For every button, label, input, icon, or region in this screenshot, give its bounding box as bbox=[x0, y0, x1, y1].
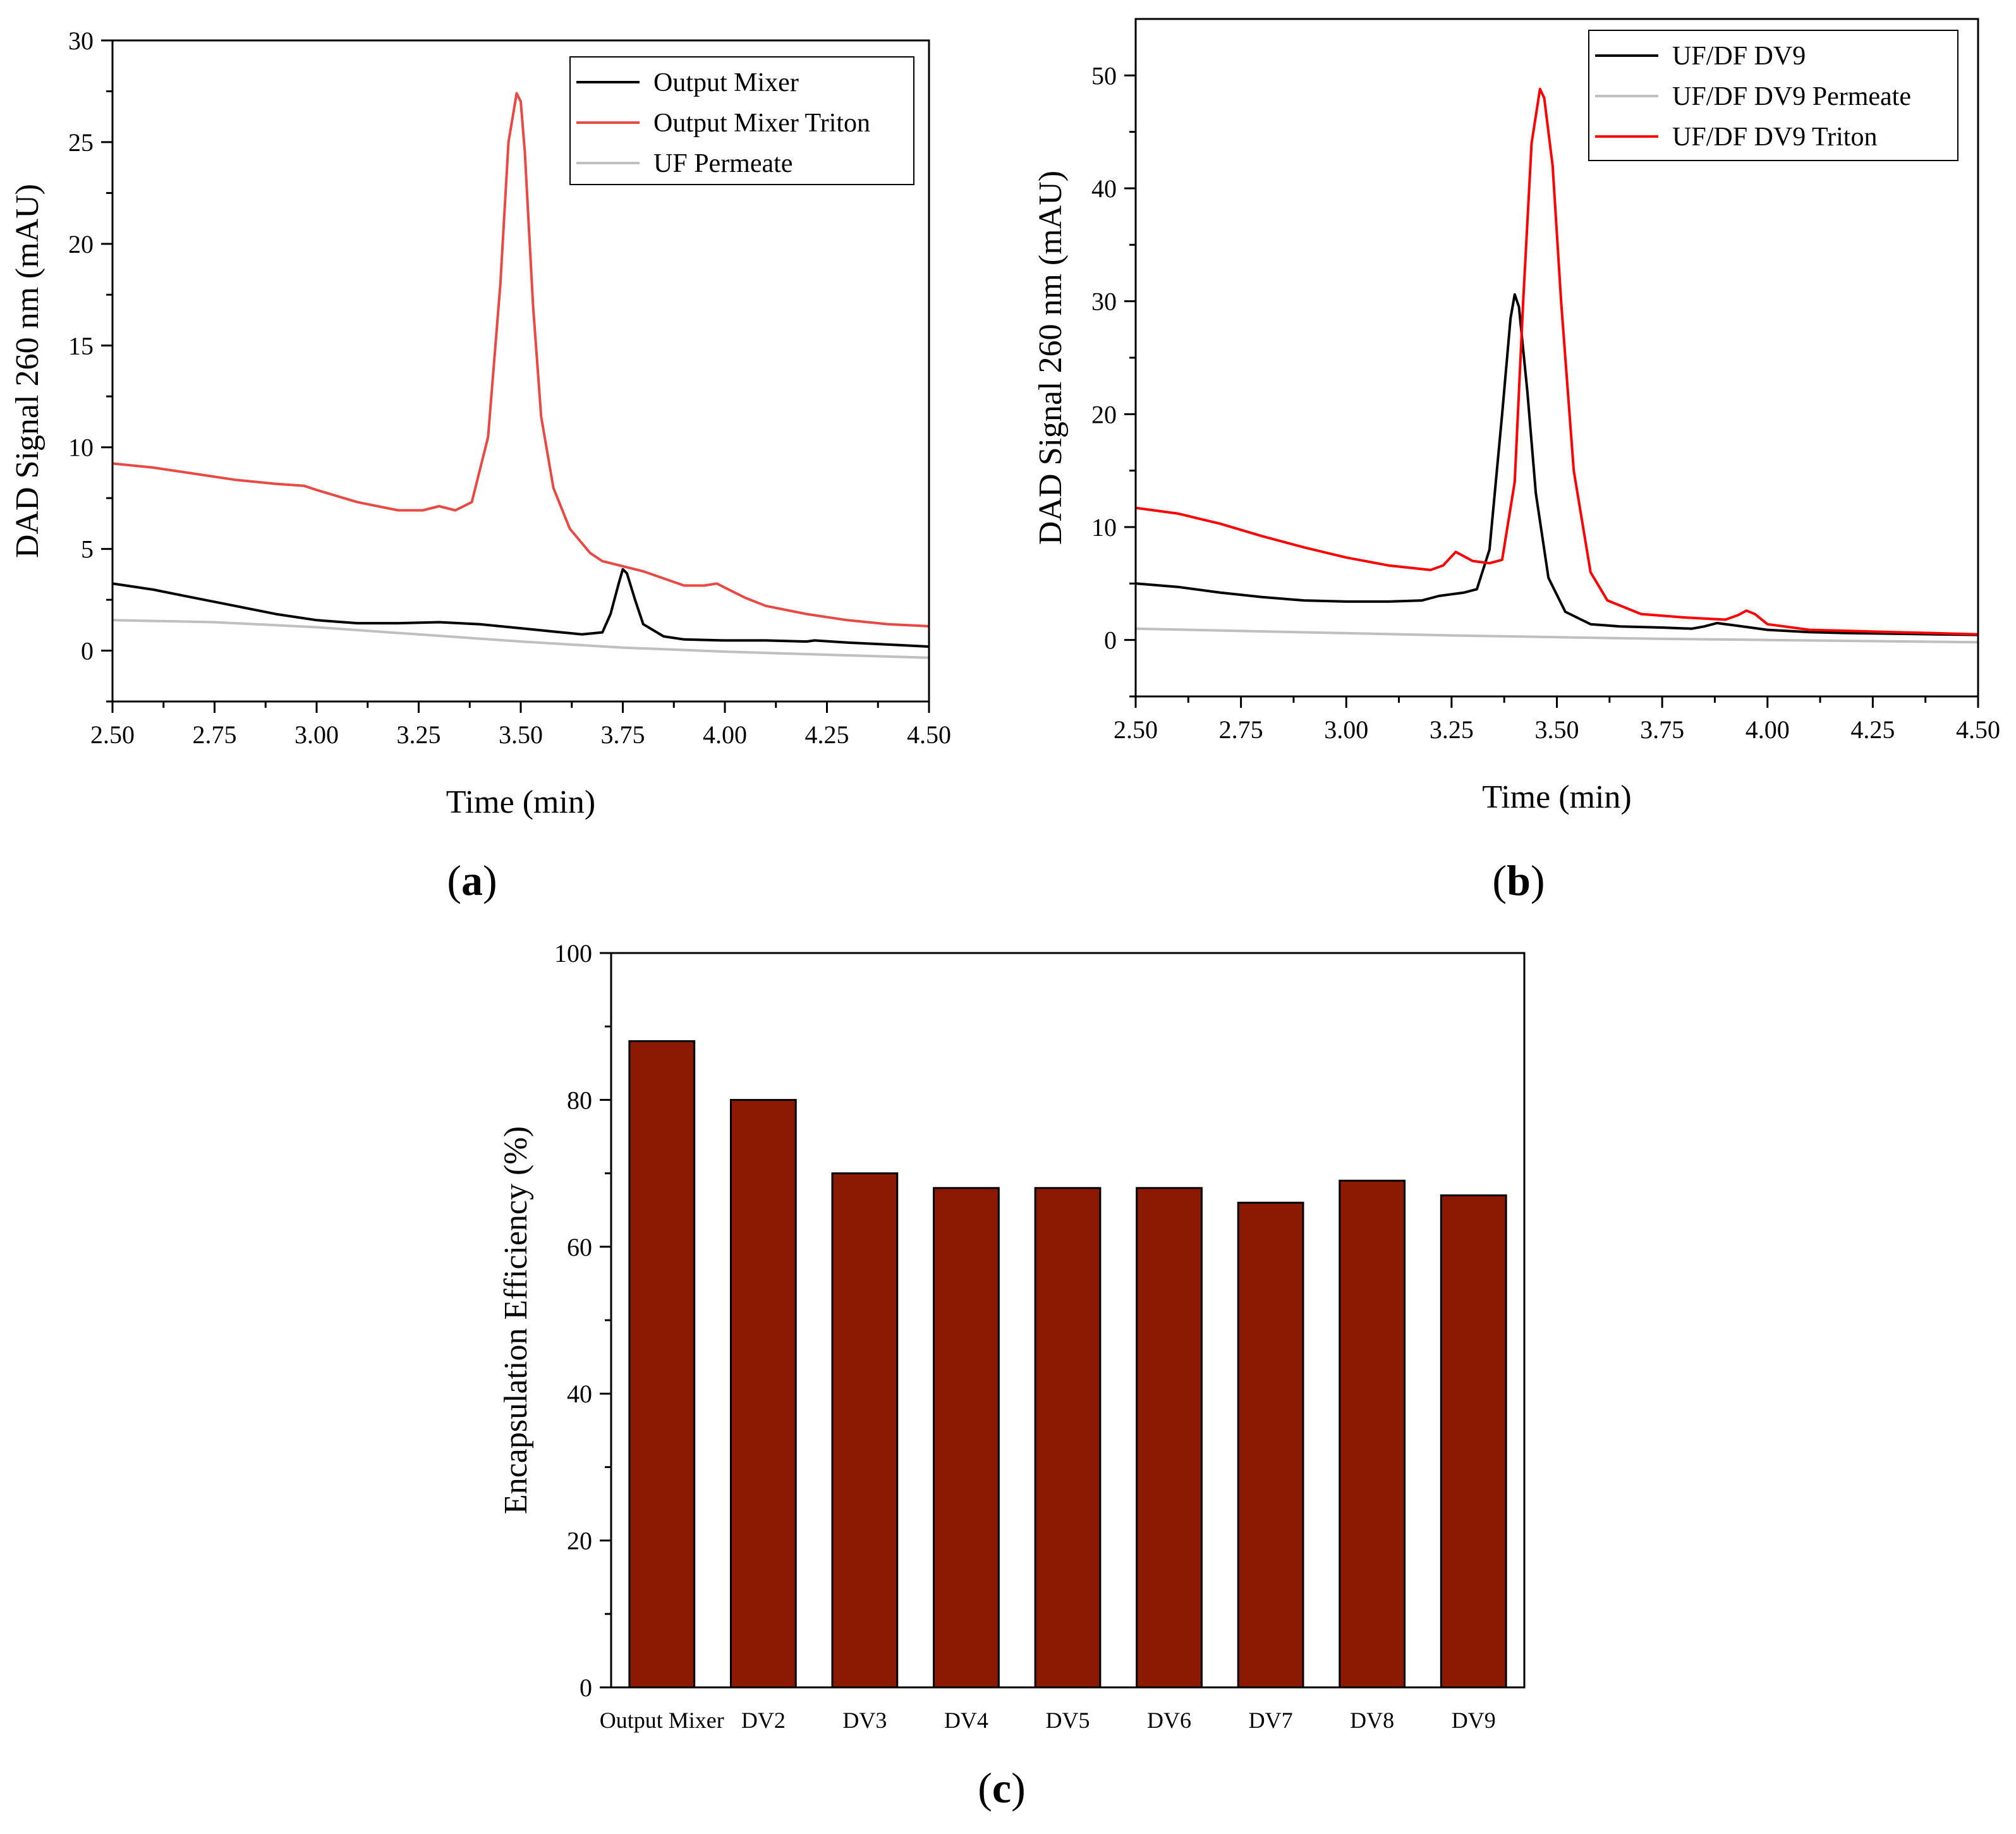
legend-label: UF/DF DV9 Triton bbox=[1672, 123, 1877, 152]
bar-7 bbox=[1237, 1201, 1304, 1689]
x-tick-label: 3.00 bbox=[295, 720, 339, 749]
bar-4 bbox=[933, 1187, 1000, 1689]
y-axis-title: Encapsulation Efficiency (%) bbox=[498, 1126, 534, 1514]
series-line-b-1 bbox=[1136, 293, 1978, 636]
bar-1 bbox=[628, 1040, 696, 1689]
y-tick-label: 20 bbox=[567, 1527, 592, 1555]
legend-label: UF/DF DV9 bbox=[1672, 42, 1806, 71]
series-line-a-3 bbox=[112, 619, 929, 659]
y-tick-label: 25 bbox=[68, 128, 94, 157]
x-tick-label: 3.25 bbox=[1430, 715, 1474, 744]
y-tick-label: 15 bbox=[68, 332, 94, 360]
y-tick-label: 60 bbox=[567, 1233, 592, 1261]
legend-label: UF Permeate bbox=[653, 149, 792, 178]
category-label: DV6 bbox=[1147, 1708, 1191, 1733]
panel-label-close-paren: ) bbox=[1011, 1764, 1026, 1812]
bar-2 bbox=[729, 1098, 797, 1689]
legend-label: Output Mixer bbox=[653, 68, 799, 97]
x-axis-title: Time (min) bbox=[446, 784, 595, 820]
legend-label: UF/DF DV9 Permeate bbox=[1672, 82, 1911, 111]
y-tick-label: 20 bbox=[1091, 400, 1117, 428]
category-label: DV4 bbox=[944, 1708, 988, 1733]
x-tick-label: 4.25 bbox=[1850, 715, 1895, 744]
y-tick-label: 10 bbox=[68, 434, 94, 462]
y-tick-label: 100 bbox=[554, 939, 592, 968]
bar-5 bbox=[1034, 1187, 1102, 1689]
bar-9 bbox=[1440, 1194, 1507, 1689]
x-axis-title: Time (min) bbox=[1482, 779, 1631, 815]
legend-box bbox=[1588, 30, 1958, 161]
x-tick-label: 3.00 bbox=[1324, 715, 1368, 744]
category-label: DV5 bbox=[1046, 1708, 1090, 1733]
y-axis-title: DAD Signal 260 nm (mAU) bbox=[1033, 171, 1069, 545]
series-line-b-3 bbox=[1136, 87, 1978, 636]
x-tick-label: 4.25 bbox=[805, 720, 849, 749]
category-label: DV7 bbox=[1249, 1708, 1293, 1733]
x-tick-label: 3.50 bbox=[499, 720, 543, 749]
legend-b: UF/DF DV9 UF/DF DV9 Permeate UF/DF DV9 Tri… bbox=[1588, 30, 1958, 161]
category-label: DV8 bbox=[1350, 1708, 1394, 1733]
y-tick-label: 30 bbox=[68, 27, 94, 55]
panel-label-close-paren: ) bbox=[483, 856, 497, 904]
x-tick-label: 4.50 bbox=[907, 720, 951, 749]
panel-label-open-paren: ( bbox=[978, 1764, 992, 1812]
y-tick-label: 50 bbox=[1091, 61, 1117, 90]
panel-label-letter: c bbox=[992, 1764, 1011, 1812]
category-label: Output Mixer bbox=[600, 1708, 724, 1733]
x-tick-label: 4.00 bbox=[1746, 715, 1790, 744]
legend-a: Output Mixer Output Mixer Triton UF Permea… bbox=[569, 56, 914, 185]
panel-label-a: (a) bbox=[447, 856, 497, 904]
x-tick-label: 3.75 bbox=[601, 720, 645, 749]
x-tick-label: 2.50 bbox=[1114, 715, 1158, 744]
x-tick-label: 3.75 bbox=[1640, 715, 1684, 744]
bar-8 bbox=[1339, 1179, 1406, 1689]
y-axis-title: DAD Signal 260 nm (mAU) bbox=[9, 184, 46, 558]
panel-label-close-paren: ) bbox=[1531, 856, 1545, 904]
series-line-b-2 bbox=[1136, 627, 1978, 644]
panel-c-bar-chart: Output Mixer DV2 DV3 DV4 DV5 DV6 DV7 DV8 DV9 0 20 4… bbox=[498, 939, 1526, 1812]
category-label: DV9 bbox=[1452, 1708, 1496, 1733]
panel-label-letter: b bbox=[1507, 856, 1531, 904]
legend-label: Output Mixer Triton bbox=[653, 109, 870, 138]
panel-a-line-chart: 2.50 2.75 3.00 3.25 3.50 3.75 4.00 4.25 4.50 0 5 10… bbox=[9, 27, 951, 904]
panel-label-letter: a bbox=[461, 856, 483, 904]
y-tick-label: 40 bbox=[567, 1380, 592, 1408]
y-tick-label: 20 bbox=[68, 230, 94, 258]
x-tick-label: 2.75 bbox=[1219, 715, 1263, 744]
y-tick-label: 0 bbox=[1104, 626, 1117, 655]
series-line-a-2 bbox=[112, 92, 929, 628]
x-tick-label: 4.00 bbox=[703, 720, 747, 749]
category-label: DV3 bbox=[842, 1708, 887, 1733]
category-label: DV2 bbox=[741, 1708, 786, 1733]
y-tick-label: 0 bbox=[580, 1673, 592, 1702]
panel-label-open-paren: ( bbox=[1492, 856, 1507, 904]
panel-label-open-paren: ( bbox=[447, 856, 461, 904]
panel-label-c: (c) bbox=[978, 1764, 1026, 1812]
x-tick-label: 3.25 bbox=[397, 720, 441, 749]
y-tick-label: 10 bbox=[1091, 513, 1117, 542]
x-tick-label: 3.50 bbox=[1535, 715, 1579, 744]
y-tick-label: 40 bbox=[1091, 174, 1117, 203]
panel-b-line-chart: 2.50 2.75 3.00 3.25 3.50 3.75 4.00 4.25 4.50 0 10 2… bbox=[1033, 18, 2000, 904]
panel-label-b: (b) bbox=[1492, 856, 1545, 904]
y-tick-label: 80 bbox=[567, 1086, 592, 1114]
y-tick-label: 0 bbox=[81, 637, 94, 665]
y-tick-label: 30 bbox=[1091, 288, 1117, 316]
bar-6 bbox=[1136, 1187, 1203, 1689]
series-line-a-1 bbox=[112, 568, 929, 648]
y-tick-label: 5 bbox=[81, 535, 94, 564]
x-tick-label: 4.50 bbox=[1956, 715, 2000, 744]
x-tick-label: 2.50 bbox=[90, 720, 135, 749]
bar-3 bbox=[831, 1172, 899, 1689]
x-tick-label: 2.75 bbox=[193, 720, 237, 749]
